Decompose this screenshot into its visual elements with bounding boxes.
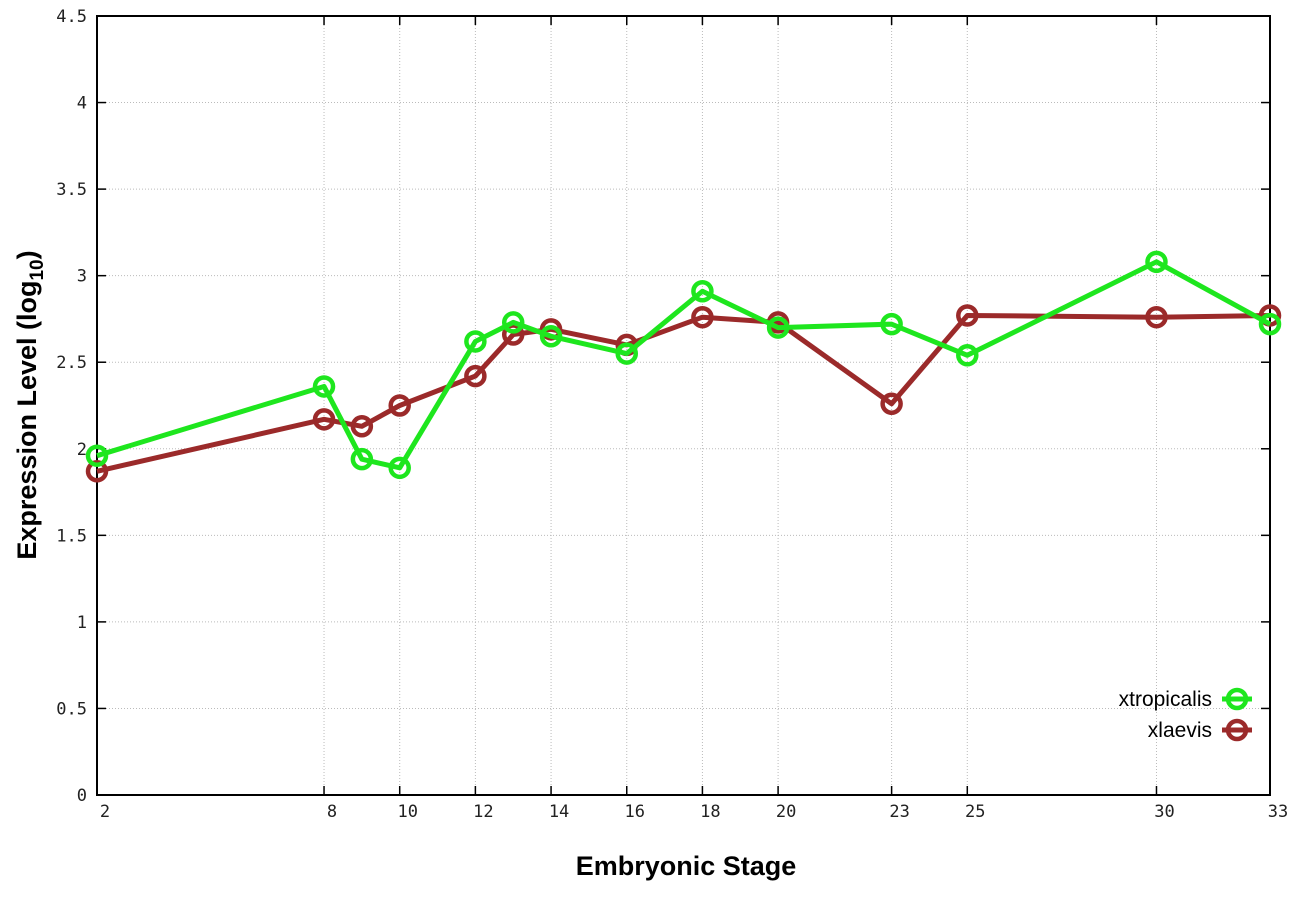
y-tick-label: 2.5 [56,353,87,373]
data-point-xtropicalis [691,279,714,303]
y-tick-label: 4.5 [56,7,87,27]
ticks: 0 0.5 1 1.5 2 2.5 3 3.5 4 4.5 2 8 10 12 14 16 18 20 23 25 30… [56,7,1288,822]
x-axis-label: Embryonic Stage [576,851,797,881]
y-tick-label: 2 [77,440,87,460]
data-point-xtropicalis [464,330,487,353]
data-point-xtropicalis [388,456,411,480]
grid [97,16,1270,795]
data-point-xlaevis [880,392,903,416]
data-point-xlaevis [1145,305,1168,329]
data-point-xtropicalis [956,344,979,367]
legend-marker [1225,718,1249,742]
data-point-xtropicalis [1145,250,1168,274]
y-tick-label: 1.5 [56,526,87,546]
legend-marker [1225,687,1249,711]
data-point-xlaevis [350,415,374,438]
x-tick-label: 16 [624,802,644,822]
data-point-xtropicalis [766,316,790,339]
x-tick-label: 10 [397,802,417,822]
data-point-xtropicalis [312,375,336,398]
data-point-xlaevis [691,305,714,329]
data-point-xlaevis [464,364,487,388]
x-tick-label: 20 [776,802,796,822]
data-point-xlaevis [85,460,109,483]
legend-label: xlaevis [1148,719,1212,742]
y-tick-label: 4 [77,94,87,114]
y-axis-label-subscript: 10 [27,259,48,280]
plot-frame [96,15,1271,796]
x-tick-label: 14 [549,802,569,822]
x-tick-label: 33 [1268,802,1288,822]
y-tick-label: 0 [77,786,87,806]
data-point-xtropicalis [615,342,638,365]
x-tick-label: 25 [965,802,985,822]
x-tick-label: 12 [473,802,493,822]
data-point-xlaevis [312,408,336,431]
y-tick-label: 3.5 [56,180,87,200]
x-tick-label: 30 [1154,802,1174,822]
y-axis-label: Expression Level (log10) [12,250,48,559]
data-point-xtropicalis [1258,312,1282,336]
series-line-xtropicalis [96,259,1272,471]
data-point-xlaevis [1258,304,1282,327]
y-tick-label: 1 [77,613,87,633]
series-group [85,250,1282,483]
data-point-xtropicalis [539,325,563,348]
data-point-xtropicalis [880,312,903,336]
data-point-xlaevis [501,323,525,346]
x-tick-label: 2 [100,802,110,822]
series-line-xlaevis [96,312,1271,474]
data-point-xtropicalis [501,311,525,334]
series-xlaevis [85,304,1282,483]
data-point-xtropicalis [350,447,374,471]
data-point-xtropicalis [85,444,109,467]
x-tick-label: 8 [327,802,337,822]
x-tick-label: 23 [889,802,909,822]
series-xtropicalis [85,250,1282,480]
y-tick-label: 0.5 [56,699,87,719]
y-tick-label: 3 [77,267,87,287]
x-tick-label: 18 [700,802,720,822]
legend: xtropicalis xlaevis [1119,687,1252,742]
legend-label: xtropicalis [1119,688,1212,711]
data-point-xlaevis [956,304,979,327]
data-point-xlaevis [388,394,411,417]
